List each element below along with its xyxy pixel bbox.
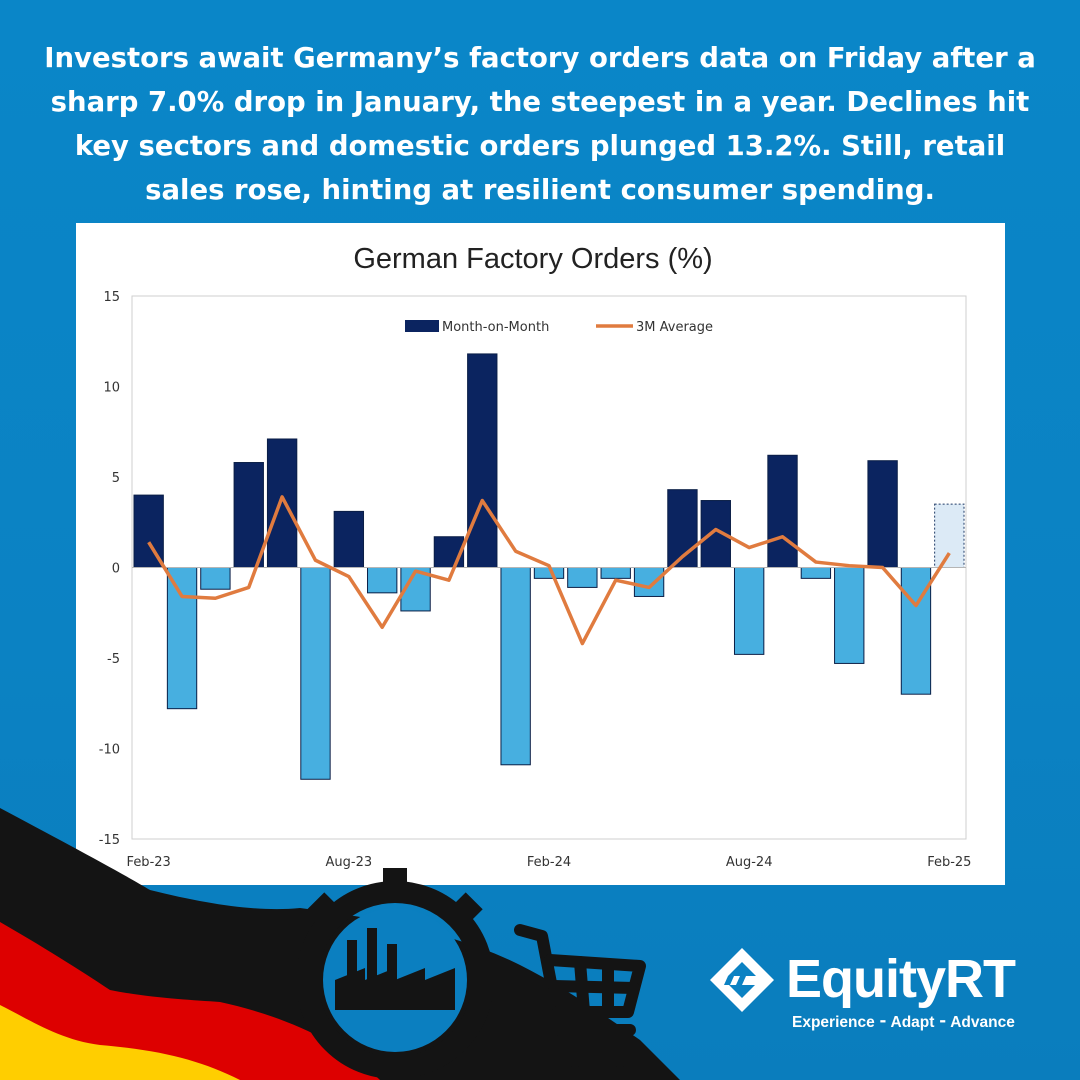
shopping-cart-icon [514,924,646,1067]
x-tick-label: Aug-24 [726,855,773,870]
x-tick-label: Feb-25 [927,855,971,870]
legend-label-3m-average: 3M Average [636,320,713,335]
y-tick-label: -10 [99,743,120,758]
factory-gear-icon [283,868,507,1079]
flag-stripe-red [0,922,380,1080]
y-tick-label: 5 [112,471,120,486]
x-tick-label: Feb-24 [527,855,571,870]
bar-sep-23 [367,567,398,594]
chart-card: German Factory Orders (%) 15 10 5 0 -5 -10 -15… [76,223,1005,885]
brand-lockup: EquityRT Experience ⁃ Adapt ⁃ Advance [706,940,1046,1040]
chart-legend: Month-on-Month 3M Average [405,320,713,335]
bars-layer [133,353,965,780]
bar-nov-24 [834,567,865,664]
y-axis-ticks: 15 10 5 0 -5 -10 -15 [99,290,120,848]
bar-jun-23 [266,438,298,568]
y-tick-label: -5 [107,652,120,667]
bar-sep-24 [767,454,798,568]
chart-title: German Factory Orders (%) [353,243,712,275]
bar-feb-25 [934,503,965,568]
y-tick-label: 0 [112,562,120,577]
gear-teeth [283,868,507,992]
bar-jun-24 [667,489,698,569]
brand-tagline: Experience ⁃ Adapt ⁃ Advance [792,1014,1015,1031]
legend-label-month-on-month: Month-on-Month [442,320,549,335]
y-tick-label: 10 [103,381,120,396]
bar-aug-24 [733,567,765,655]
bar-may-24 [633,567,665,597]
y-tick-label: 15 [103,290,120,305]
bar-may-23 [233,462,264,569]
x-axis-ticks: Feb-23 Aug-23 Feb-24 Aug-24 Feb-25 [127,855,972,870]
equityrt-logo-icon [710,948,774,1012]
bar-aug-23 [333,510,365,569]
legend-swatch-month-on-month [405,320,439,332]
x-tick-label: Feb-23 [127,855,171,870]
three-month-average-line [147,495,951,646]
bar-dec-24 [867,460,898,569]
brand-name: EquityRT [786,949,1016,1009]
headline: Investors await Germany’s factory orders… [44,42,1036,206]
flag-stripe-gold [0,1005,240,1080]
y-tick-label: -15 [99,833,120,848]
bar-jul-23 [300,567,331,780]
x-tick-label: Aug-23 [326,855,373,870]
bar-dec-23 [467,353,498,568]
factory-orders-chart: German Factory Orders (%) 15 10 5 0 -5 -10 -15… [99,243,972,870]
factory-silhouette [335,928,455,1010]
